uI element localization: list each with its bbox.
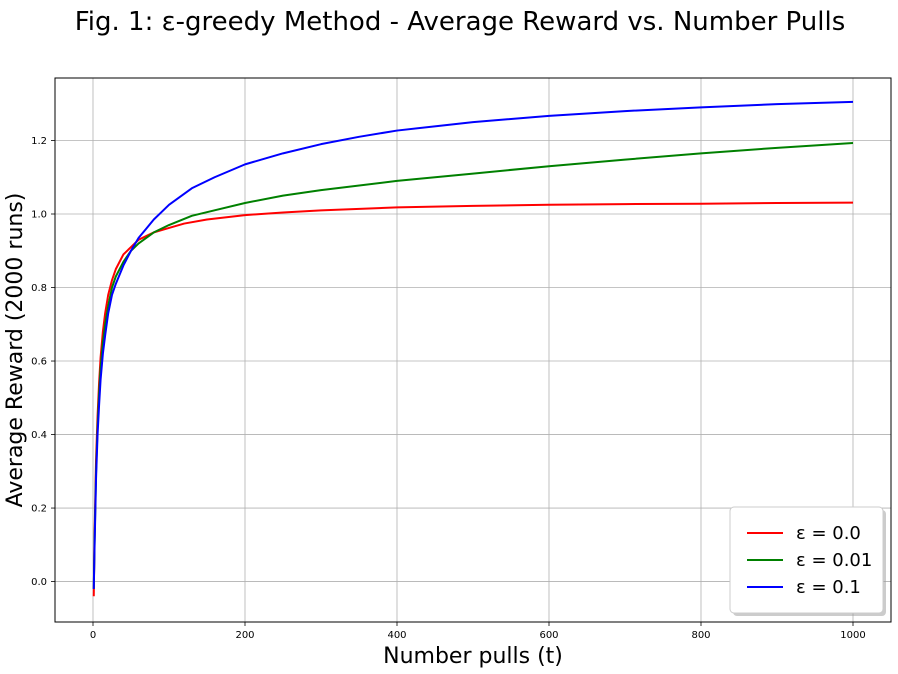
x-tick-label: 1000 — [840, 630, 865, 641]
y-tick-label: 0.6 — [31, 357, 47, 368]
series-line-2 — [92, 100, 854, 589]
y-axis-label: Average Reward (2000 runs) — [3, 193, 28, 508]
x-tick-label: 400 — [387, 630, 406, 641]
legend-label-2: ε = 0.1 — [796, 577, 861, 598]
y-tick-label: 0.2 — [31, 504, 47, 515]
y-tick-label: 1.0 — [31, 210, 47, 221]
plot-frame — [54, 77, 892, 623]
x-axis-label: Number pulls (t) — [383, 644, 563, 669]
chart-title: Fig. 1: ε-greedy Method - Average Reward… — [75, 7, 846, 37]
y-tick-label: 0.0 — [31, 577, 47, 588]
x-tick-label: 800 — [691, 630, 710, 641]
series-lines — [92, 100, 854, 597]
x-axis: 0 200 400 600 800 1000 — [90, 622, 866, 641]
y-tick-label: 1.2 — [31, 136, 47, 147]
legend-label-1: ε = 0.01 — [796, 550, 872, 571]
y-tick-label: 0.4 — [31, 430, 47, 441]
x-tick-label: 600 — [539, 630, 558, 641]
legend: ε = 0.0 ε = 0.01 ε = 0.1 — [729, 506, 886, 616]
x-tick-label: 200 — [235, 630, 254, 641]
y-axis: 0.0 0.2 0.4 0.6 0.8 1.0 1.2 — [31, 136, 55, 588]
legend-label-0: ε = 0.0 — [796, 523, 861, 544]
x-tick-label: 0 — [90, 630, 96, 641]
grid-lines — [55, 78, 891, 622]
y-tick-label: 0.8 — [31, 283, 47, 294]
